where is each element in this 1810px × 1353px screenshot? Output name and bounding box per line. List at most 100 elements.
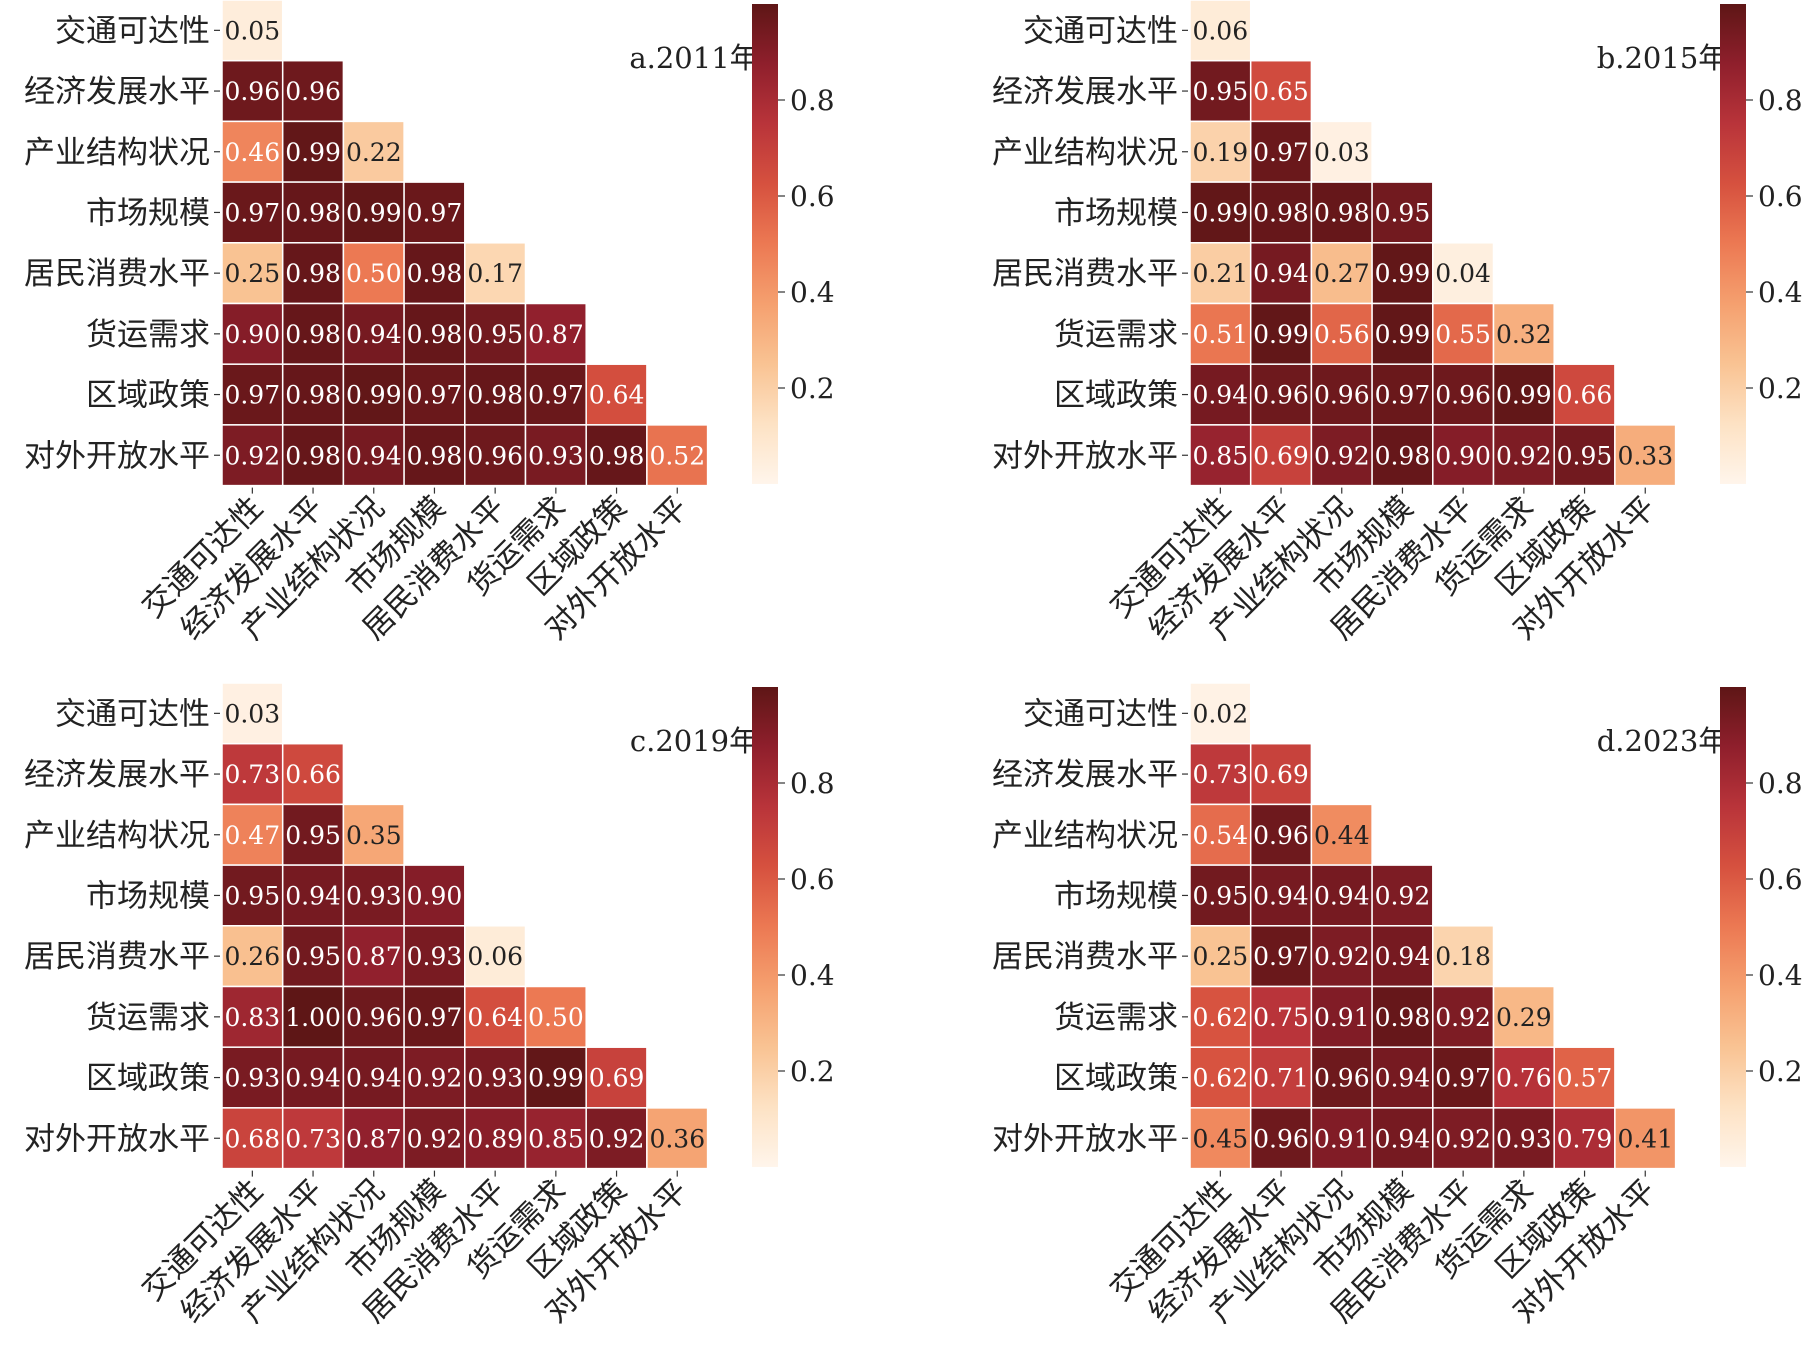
cell-value-label: 0.92 <box>1375 882 1431 911</box>
heatmap-cell <box>1310 1107 1373 1170</box>
heatmap-cell <box>1310 925 1373 988</box>
heatmap-cell <box>403 864 466 927</box>
cell-value-label: 0.94 <box>1192 381 1248 410</box>
cell-value-label: 0.51 <box>1192 320 1248 349</box>
heatmap-cell <box>1189 985 1252 1048</box>
cell-value-label: 0.96 <box>467 441 523 470</box>
heatmap-cell <box>1189 181 1252 244</box>
row-label: 经济发展水平 <box>24 757 210 793</box>
cell-value-label: 0.93 <box>528 441 584 470</box>
row-label: 交通可达性 <box>55 13 210 49</box>
heatmap-cell <box>281 803 345 866</box>
cell-value-label: 0.94 <box>1253 882 1309 911</box>
cell-value-label: 0.99 <box>346 381 402 410</box>
cell-value-label: 0.56 <box>1314 320 1370 349</box>
cell-value-label: 0.97 <box>1253 942 1309 971</box>
heatmap-cell <box>221 864 284 927</box>
cell-value-label: 0.94 <box>1375 1124 1431 1153</box>
cell-value-label: 0.62 <box>1192 1064 1248 1093</box>
heatmap-cell <box>221 0 284 62</box>
heatmap-cell <box>1249 1107 1313 1170</box>
heatmap-cell <box>464 363 527 426</box>
cell-value-label: 0.96 <box>224 77 280 106</box>
cell-value-label: 0.95 <box>1375 199 1431 228</box>
colorbar-tick-label: 0.6 <box>790 863 835 896</box>
row-label: 交通可达性 <box>1023 13 1178 49</box>
heatmap-cell <box>403 985 466 1048</box>
colorbar <box>752 4 778 484</box>
row-label: 经济发展水平 <box>992 757 1178 793</box>
heatmap-cell <box>342 864 405 927</box>
cell-value-label: 0.96 <box>1253 381 1309 410</box>
cell-value-label: 0.99 <box>1375 320 1431 349</box>
heatmap-cell <box>1371 424 1434 487</box>
colorbar <box>1720 4 1746 484</box>
heatmap-cell <box>1189 363 1252 426</box>
heatmap-cell <box>1249 864 1313 927</box>
heatmap-cell <box>281 864 345 927</box>
cell-value-label: 1.00 <box>285 1003 341 1032</box>
cell-value-label: 0.55 <box>1435 320 1491 349</box>
row-label: 居民消费水平 <box>992 939 1178 975</box>
colorbar <box>752 687 778 1167</box>
cell-value-label: 0.21 <box>1192 259 1248 288</box>
panel-title: a.2011年 <box>629 41 758 75</box>
heatmap-cell <box>464 985 527 1048</box>
colorbar-tick-label: 0.8 <box>790 84 835 117</box>
cell-value-label: 0.96 <box>346 1003 402 1032</box>
cell-value-label: 0.98 <box>467 381 523 410</box>
cell-value-label: 0.98 <box>285 199 341 228</box>
cell-value-label: 0.94 <box>285 882 341 911</box>
cell-value-label: 0.96 <box>1314 381 1370 410</box>
colorbar-tick-label: 0.2 <box>790 372 835 405</box>
heatmap-cell <box>1310 363 1373 426</box>
cell-value-label: 0.25 <box>1192 942 1248 971</box>
row-label: 对外开放水平 <box>992 438 1178 474</box>
heatmap-cell <box>464 242 527 305</box>
row-label: 区域政策 <box>86 378 210 414</box>
heatmap-cell <box>1432 302 1495 365</box>
cell-value-label: 0.97 <box>224 199 280 228</box>
cell-value-label: 0.25 <box>224 259 280 288</box>
heatmap-cell <box>1249 181 1313 244</box>
cell-value-label: 0.92 <box>1435 1003 1491 1032</box>
cell-value-label: 0.98 <box>1314 199 1370 228</box>
cell-value-label: 0.91 <box>1314 1003 1370 1032</box>
cell-value-label: 0.76 <box>1496 1064 1552 1093</box>
colorbar-tick-label: 0.6 <box>1758 863 1803 896</box>
cell-value-label: 0.98 <box>285 381 341 410</box>
row-label: 对外开放水平 <box>24 1121 210 1157</box>
cell-value-label: 0.92 <box>1314 441 1370 470</box>
cell-value-label: 0.68 <box>224 1124 280 1153</box>
cell-value-label: 0.98 <box>1375 1003 1431 1032</box>
heatmap-cell <box>1310 302 1373 365</box>
cell-value-label: 0.99 <box>528 1064 584 1093</box>
cell-value-label: 0.66 <box>285 760 341 789</box>
heatmap-cell <box>1310 120 1373 183</box>
heatmap-cell <box>524 985 587 1048</box>
heatmap-cell <box>403 1107 466 1170</box>
heatmap-cell <box>585 1046 648 1109</box>
heatmap-cell <box>221 1107 284 1170</box>
heatmap-cell <box>1249 803 1313 866</box>
colorbar-tick-label: 0.8 <box>1758 767 1803 800</box>
cell-value-label: 0.06 <box>467 942 523 971</box>
heatmap-cell <box>342 1046 405 1109</box>
heatmap-panel-3: 0.020.73 0.690.54 0.96 0.440.95 0.94 0.94 0.92… <box>992 682 1803 1330</box>
colorbar-tick-label: 0.4 <box>790 959 835 992</box>
row-label: 货运需求 <box>1054 317 1178 353</box>
cell-value-label: 0.95 <box>1192 882 1248 911</box>
cell-value-label: 0.36 <box>649 1124 705 1153</box>
panel-title: c.2019年 <box>630 724 758 758</box>
cell-value-label: 0.66 <box>1557 381 1613 410</box>
heatmap-cell <box>1189 120 1252 183</box>
heatmap-cell <box>1189 1046 1252 1109</box>
heatmap-cell <box>342 120 405 183</box>
heatmap-cell <box>1432 242 1495 305</box>
heatmap-cell <box>646 1107 709 1170</box>
cell-value-label: 0.27 <box>1314 259 1370 288</box>
colorbar-tick-label: 0.8 <box>1758 84 1803 117</box>
cell-value-label: 0.90 <box>1435 441 1491 470</box>
cell-value-label: 0.95 <box>467 320 523 349</box>
